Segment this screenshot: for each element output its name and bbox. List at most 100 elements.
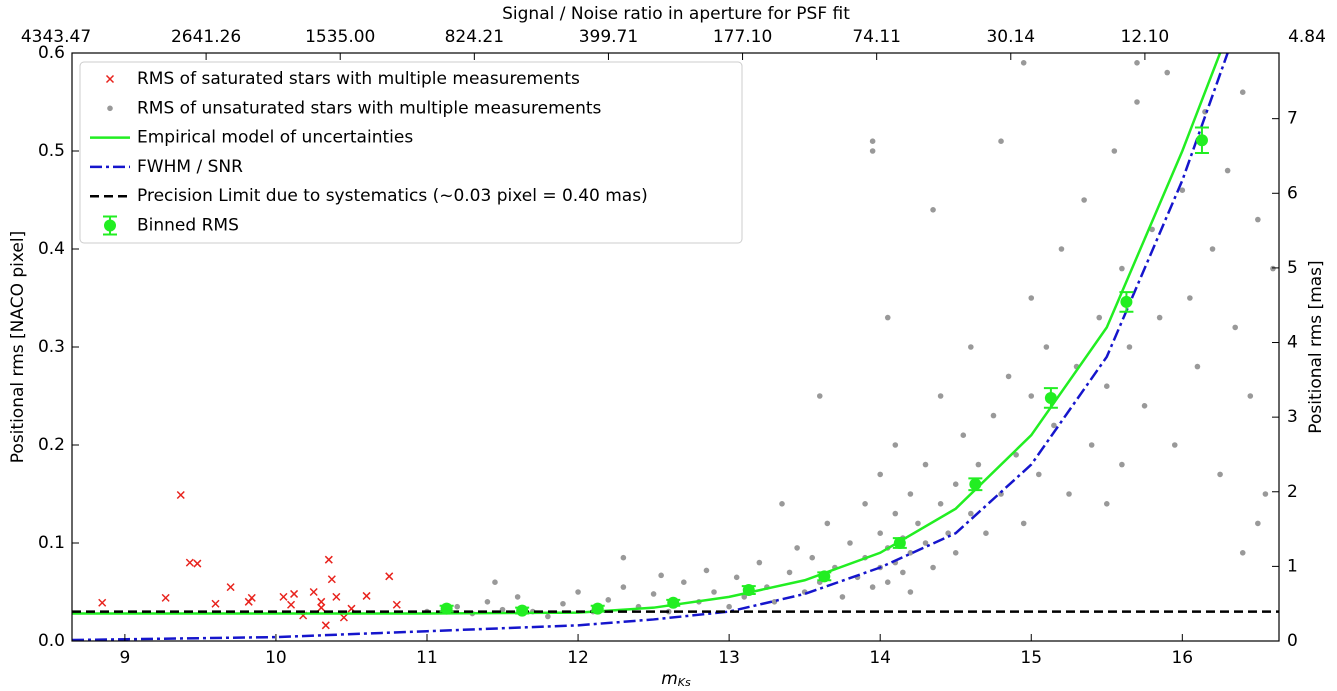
scatter-point xyxy=(824,520,831,527)
scatter-point xyxy=(1134,99,1140,105)
binned-point xyxy=(818,570,831,583)
binned-point xyxy=(516,604,529,617)
scatter-point xyxy=(907,589,914,595)
binned-point xyxy=(1044,391,1057,404)
scatter-point xyxy=(703,567,710,574)
x-tick-label: 13 xyxy=(718,648,740,668)
y-tick-label: 0.3 xyxy=(38,337,65,357)
scatter-point xyxy=(1239,89,1246,95)
scatter-point xyxy=(877,530,883,536)
scatter-point xyxy=(990,412,997,419)
binned-point xyxy=(591,602,604,615)
scatter-point xyxy=(711,589,717,595)
x2-tick-label: 1535.00 xyxy=(305,27,375,47)
scatter-point xyxy=(907,550,914,556)
scatter-point xyxy=(1224,167,1231,174)
cross-point xyxy=(321,621,330,630)
scatter-point xyxy=(1209,246,1216,252)
scatter-point xyxy=(1119,461,1125,468)
scatter-point xyxy=(620,554,627,561)
cross-point xyxy=(287,600,296,609)
scatter-point xyxy=(1187,295,1193,301)
binned-point xyxy=(667,596,680,609)
x-tick-label: 15 xyxy=(1020,648,1042,668)
scatter-point xyxy=(1247,393,1254,399)
y-tick-label: 0.5 xyxy=(38,141,65,161)
scatter-point xyxy=(937,501,944,507)
y-axis-label: Positional rms [NACO pixel] xyxy=(8,231,28,463)
scatter-point xyxy=(499,606,506,613)
x-tick-label: 10 xyxy=(265,648,287,668)
scatter-point xyxy=(658,572,664,579)
top-axis-title: Signal / Noise ratio in aperture for PSF… xyxy=(502,4,850,24)
scatter-point xyxy=(794,545,800,551)
scatter-point xyxy=(960,432,967,439)
scatter-point xyxy=(650,591,657,597)
scatter-point xyxy=(968,344,974,350)
cross-point xyxy=(327,575,336,584)
legend-label: FWHM / SNR xyxy=(137,157,243,177)
scatter-point xyxy=(869,584,876,590)
scatter-point xyxy=(998,491,1004,497)
scatter-point xyxy=(1005,373,1012,380)
x-axis-label-main: m xyxy=(661,669,678,689)
y2-tick-label: 2 xyxy=(1287,482,1298,502)
scatter-point xyxy=(945,530,951,536)
plot-area xyxy=(72,53,1279,641)
y2-tick-label: 7 xyxy=(1287,109,1298,129)
y2-tick-label: 1 xyxy=(1287,556,1298,576)
cross-point xyxy=(309,587,318,597)
scatter-point xyxy=(1232,324,1238,331)
scatter-point xyxy=(1255,520,1261,527)
scatter-point xyxy=(605,597,612,603)
cross-point xyxy=(211,599,220,608)
legend-marker xyxy=(105,74,115,84)
scatter-point xyxy=(930,564,936,571)
legend-marker xyxy=(107,105,113,112)
scatter-point xyxy=(877,471,883,478)
cross-point xyxy=(98,598,107,607)
cross-point xyxy=(324,555,333,564)
y-tick-label: 0.6 xyxy=(38,43,65,63)
y2-axis-label: Positional rms [mas] xyxy=(1306,260,1326,433)
legend-label: RMS of saturated stars with multiple mea… xyxy=(137,69,580,89)
binned-point xyxy=(742,584,755,597)
scatter-point xyxy=(1013,452,1019,458)
scatter-point xyxy=(545,613,551,620)
scatter-point xyxy=(1020,520,1027,527)
scatter-point xyxy=(1051,422,1057,429)
x-tick-label: 11 xyxy=(416,648,438,668)
scatter-point xyxy=(907,491,914,497)
scatter-point xyxy=(786,569,793,576)
legend: RMS of saturated stars with multiple mea… xyxy=(79,61,743,244)
x2-tick-label: 399.71 xyxy=(579,27,638,47)
scatter-point xyxy=(900,569,906,576)
y-tick-label: 0.0 xyxy=(38,631,65,651)
y-tick-label: 0.2 xyxy=(38,435,65,455)
x-tick-label: 12 xyxy=(567,648,589,668)
scatter-point xyxy=(1171,442,1178,448)
scatter-point xyxy=(1066,491,1072,497)
axes: 9 10 11 12 13 14 15 160.00.10.20.30.40.50.60123… xyxy=(21,27,1326,668)
cross-point xyxy=(226,583,235,592)
scatter-point xyxy=(915,520,921,527)
scatter-point xyxy=(681,579,687,585)
cross-point xyxy=(185,558,194,567)
scatter-point xyxy=(1217,471,1223,478)
y2-tick-label: 3 xyxy=(1287,407,1298,427)
scatter-point xyxy=(922,540,929,546)
legend-label: Binned RMS xyxy=(137,216,239,236)
legend-label: RMS of unsaturated stars with multiple m… xyxy=(137,98,602,118)
scatter-point xyxy=(756,559,763,566)
scatter-point xyxy=(1164,69,1171,76)
x2-tick-label: 177.10 xyxy=(713,27,772,47)
scatter-point xyxy=(1194,363,1201,370)
y-tick-label: 0.4 xyxy=(38,239,65,259)
scatter-point xyxy=(1262,491,1269,497)
y2-tick-label: 0 xyxy=(1287,631,1298,651)
scatter-point xyxy=(892,510,899,517)
scatter-point xyxy=(1028,295,1035,301)
x-tick-label: 9 xyxy=(119,648,130,668)
x-axis-label-sub: Ks xyxy=(678,676,691,689)
x2-tick-label: 824.21 xyxy=(445,27,504,47)
